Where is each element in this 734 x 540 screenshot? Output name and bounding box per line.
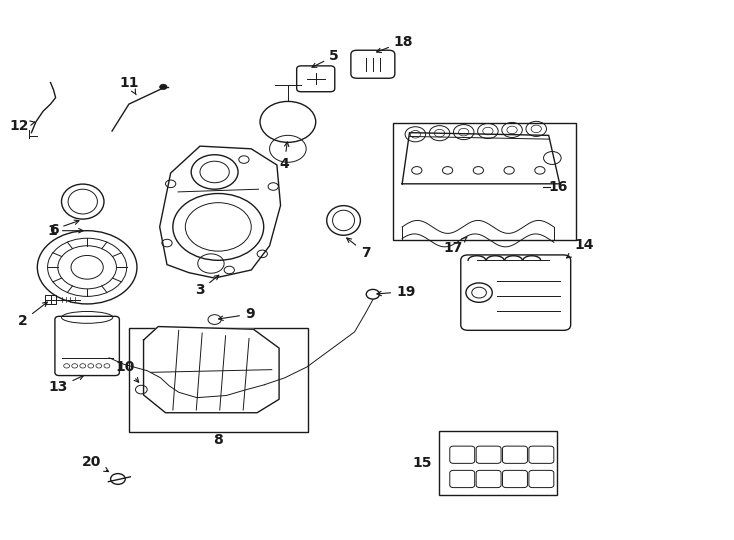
Text: 7: 7	[346, 238, 371, 260]
Text: 2: 2	[18, 302, 47, 328]
Text: 19: 19	[377, 285, 415, 299]
Text: 18: 18	[377, 35, 413, 52]
Bar	[439, 431, 558, 495]
Text: 6: 6	[48, 220, 79, 237]
Bar	[393, 123, 575, 240]
Bar	[129, 328, 308, 431]
Text: 12: 12	[10, 119, 34, 133]
Text: 4: 4	[280, 142, 289, 171]
Text: 13: 13	[48, 375, 84, 394]
Text: 9: 9	[219, 307, 255, 321]
Text: 14: 14	[567, 238, 594, 258]
Text: 16: 16	[549, 179, 568, 193]
Text: 20: 20	[82, 455, 109, 471]
Text: 1: 1	[47, 224, 83, 238]
Polygon shape	[402, 133, 560, 184]
Polygon shape	[144, 327, 279, 413]
Text: 11: 11	[119, 76, 139, 94]
Text: 3: 3	[195, 275, 219, 298]
Text: 15: 15	[412, 456, 432, 470]
Circle shape	[160, 84, 167, 90]
Text: 5: 5	[312, 49, 339, 68]
Text: 8: 8	[214, 433, 223, 447]
Text: 10: 10	[115, 360, 139, 382]
Bar	[45, 295, 57, 304]
Text: 17: 17	[444, 237, 468, 255]
